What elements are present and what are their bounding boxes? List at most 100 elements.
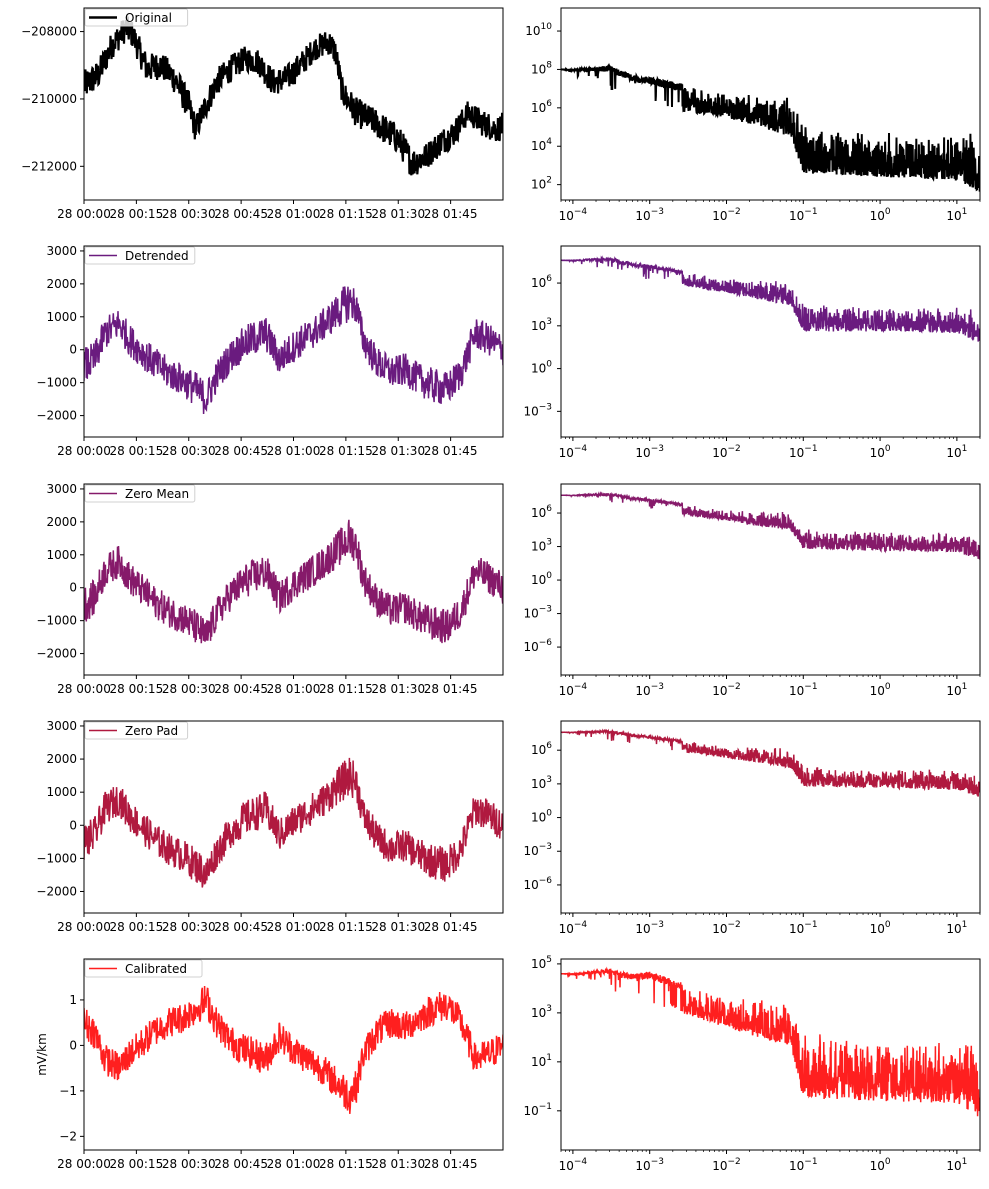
x-tick-label: 28 01:45 [424, 444, 478, 458]
tick-base: 10 [789, 446, 804, 460]
y-tick-label: 1 [69, 993, 77, 1007]
tick-base: 10 [531, 1055, 546, 1069]
y-tick-label: 106 [531, 99, 552, 115]
series-line [84, 757, 503, 888]
y-tick-label: 106 [531, 504, 552, 520]
tick-exponent: 0 [885, 920, 891, 930]
x-tick-label: 28 00:30 [162, 682, 216, 696]
tick-exponent: −3 [651, 207, 664, 217]
x-tick-label: 101 [946, 207, 967, 223]
x-tick-label: 10−1 [789, 920, 818, 936]
x-tick-label: 101 [946, 1157, 967, 1173]
y-tick-label: 0 [69, 581, 77, 595]
spectrum-line [561, 255, 980, 342]
x-tick-label: 10−3 [635, 207, 664, 223]
tick-exponent: −4 [574, 682, 588, 692]
tick-base: 10 [946, 446, 961, 460]
x-tick-label: 10−3 [635, 1157, 664, 1173]
x-tick-label: 28 00:45 [214, 1157, 268, 1171]
tick-base: 10 [531, 777, 546, 791]
x-tick-label: 10−2 [712, 920, 741, 936]
y-tick-label: 3000 [46, 719, 77, 733]
spectrum-line [561, 728, 980, 797]
y-tick-label: 103 [531, 1004, 552, 1020]
tick-exponent: −2 [727, 920, 740, 930]
x-tick-label: 28 00:00 [57, 207, 111, 221]
legend-label: Detrended [125, 249, 189, 263]
x-tick-label: 100 [870, 207, 891, 223]
tick-base: 10 [712, 209, 727, 223]
tick-base: 10 [870, 1159, 885, 1173]
tick-exponent: −2 [727, 1157, 740, 1167]
tick-base: 10 [789, 922, 804, 936]
y-tick-label: 103 [531, 538, 552, 554]
tick-exponent: 8 [546, 60, 552, 70]
tick-base: 10 [789, 209, 804, 223]
legend: Calibrated [84, 959, 203, 978]
tick-base: 10 [870, 446, 885, 460]
x-tick-label: 28 00:30 [162, 920, 216, 934]
x-tick-label: 28 00:00 [57, 444, 111, 458]
x-tick-label: 10−3 [635, 920, 664, 936]
y-tick-label: 101 [531, 1053, 552, 1069]
tick-base: 10 [531, 139, 546, 153]
x-tick-label: 10−2 [712, 444, 741, 460]
y-tick-label: 103 [531, 317, 552, 333]
tick-base: 10 [870, 209, 885, 223]
tick-exponent: 0 [885, 207, 891, 217]
tick-exponent: 4 [546, 137, 552, 147]
y-tick-label: 102 [531, 176, 552, 192]
y-tick-label: 1000 [46, 310, 77, 324]
x-tick-label: 28 00:00 [57, 1157, 111, 1171]
y-tick-label: 2000 [46, 515, 77, 529]
tick-base: 10 [523, 640, 538, 654]
tick-exponent: 1 [962, 920, 968, 930]
tick-base: 10 [946, 684, 961, 698]
x-tick-label: 28 01:00 [267, 1157, 321, 1171]
tick-base: 10 [559, 684, 574, 698]
tick-base: 10 [946, 1159, 961, 1173]
tick-base: 10 [531, 1006, 546, 1020]
tick-base: 10 [635, 922, 650, 936]
x-tick-label: 28 01:15 [319, 1157, 373, 1171]
tick-base: 10 [635, 684, 650, 698]
axes-frame [560, 958, 981, 1151]
x-tick-label: 10−4 [559, 920, 588, 936]
tick-base: 10 [531, 276, 546, 290]
tick-exponent: 0 [546, 360, 552, 370]
y-tick-label: 2000 [46, 277, 77, 291]
legend-label: Zero Mean [125, 487, 189, 501]
y-tick-label: 105 [531, 955, 552, 971]
x-tick-label: 10−3 [635, 682, 664, 698]
x-tick-label: 28 01:45 [424, 682, 478, 696]
x-tick-label: 10−4 [559, 682, 588, 698]
x-tick-label: 28 00:15 [110, 920, 164, 934]
x-tick-label: 28 01:30 [371, 920, 425, 934]
x-tick-label: 28 00:15 [110, 207, 164, 221]
x-tick-label: 101 [946, 444, 967, 460]
x-tick-label: 101 [946, 920, 967, 936]
tick-base: 10 [635, 446, 650, 460]
tick-base: 10 [523, 607, 538, 621]
series-line [84, 16, 503, 176]
x-tick-label: 100 [870, 1157, 891, 1173]
legend-label: Original [125, 11, 172, 25]
tick-exponent: 0 [546, 571, 552, 581]
x-tick-label: 10−4 [559, 444, 588, 460]
x-tick-label: 28 00:15 [110, 444, 164, 458]
tick-base: 10 [559, 446, 574, 460]
axes-frame [83, 958, 504, 1151]
x-tick-label: 28 01:15 [319, 682, 373, 696]
y-tick-label: 104 [531, 137, 552, 153]
tick-base: 10 [712, 446, 727, 460]
tick-base: 10 [870, 922, 885, 936]
tick-exponent: −2 [727, 682, 740, 692]
tick-base: 10 [559, 1159, 574, 1173]
spectrum-line [561, 966, 980, 1117]
x-tick-label: 28 01:15 [319, 207, 373, 221]
tick-exponent: 3 [546, 538, 552, 548]
legend-box [84, 959, 203, 978]
